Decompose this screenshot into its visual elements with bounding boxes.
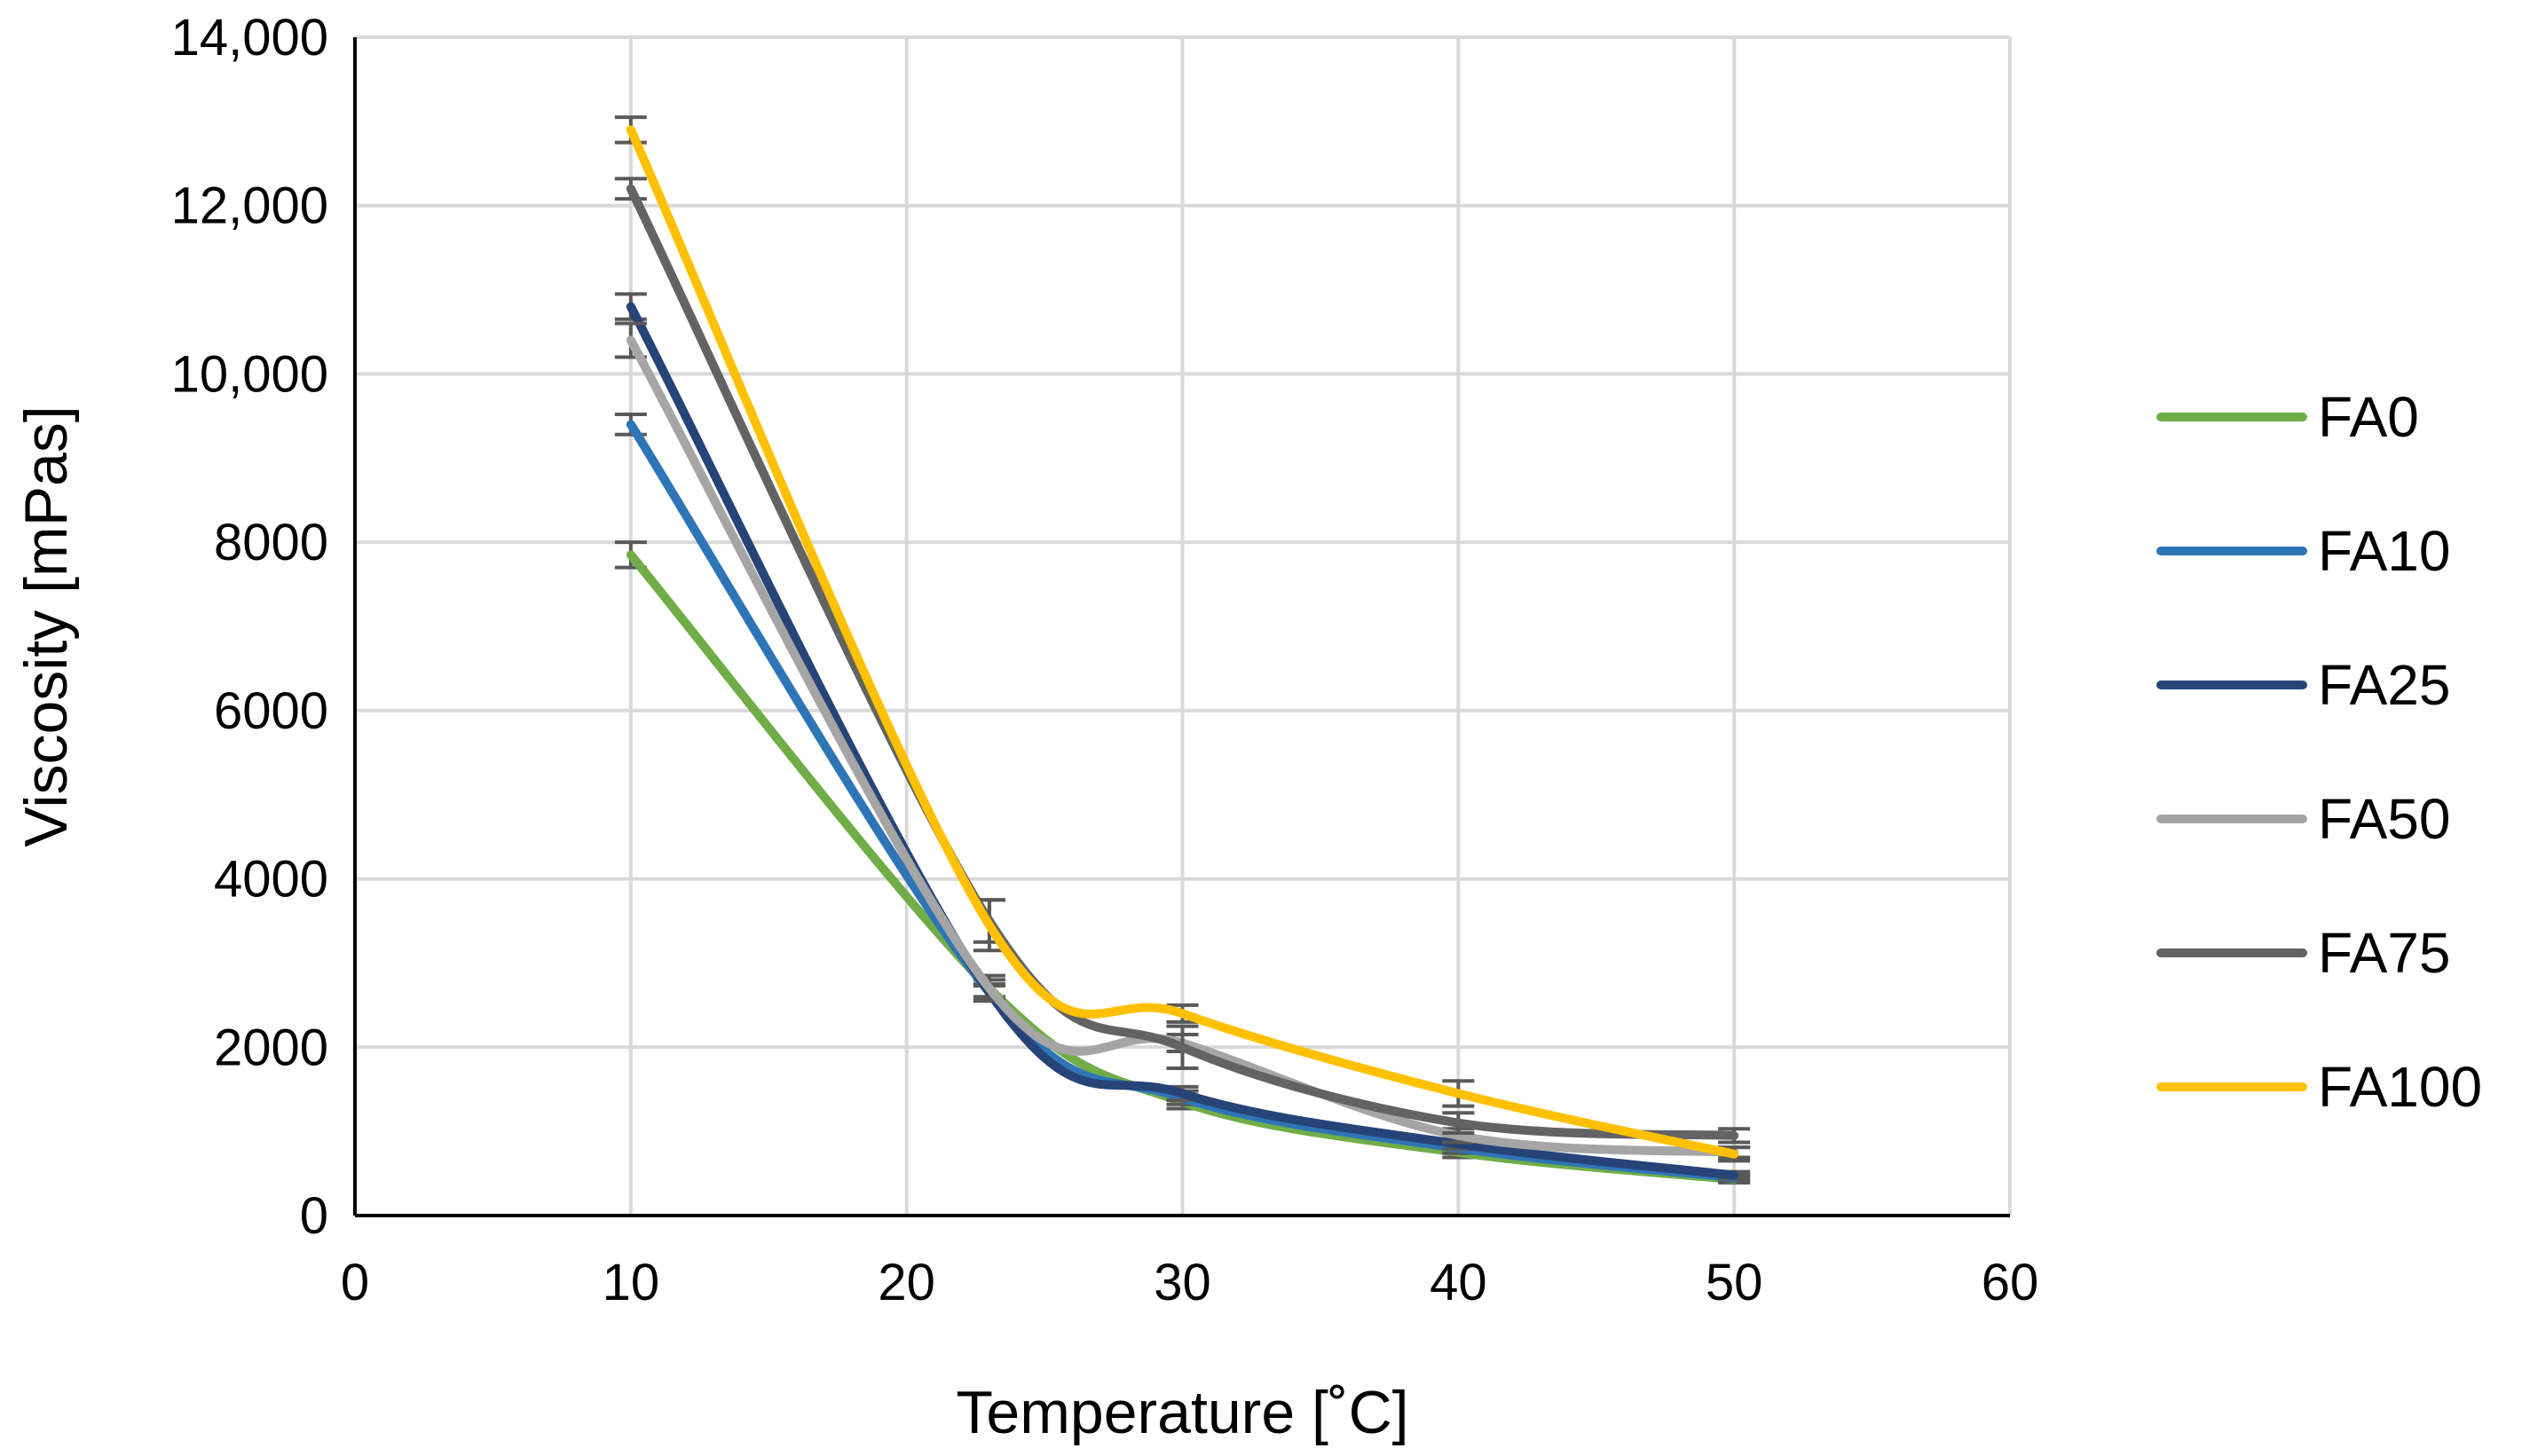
y-tick-label: 2000: [214, 1019, 328, 1076]
x-tick-label: 30: [1154, 1254, 1211, 1311]
x-tick-label: 0: [341, 1254, 369, 1311]
gridlines: [355, 35, 2012, 1216]
legend-label: FA75: [2318, 921, 2450, 985]
y-tick-label: 4000: [214, 851, 328, 909]
legend-item-fa25: FA25: [2156, 653, 2450, 717]
legend-item-fa10: FA10: [2156, 519, 2450, 583]
legend-item-fa75: FA75: [2156, 921, 2450, 985]
y-tick-label: 14,000: [171, 9, 328, 67]
y-tick-label: 12,000: [171, 177, 328, 235]
series-fa100: [614, 115, 1751, 1163]
series-line: [626, 302, 1739, 1180]
series-line: [626, 184, 1739, 1140]
y-axis-title: Viscosity [mPas]: [12, 405, 80, 847]
x-axis-title: Temperature [˚C]: [956, 1379, 1408, 1446]
x-tick-label: 10: [603, 1254, 660, 1311]
axes: [353, 37, 2010, 1217]
series-line: [626, 125, 1739, 1159]
legend-item-fa50: FA50: [2156, 787, 2450, 851]
x-tick-label: 20: [878, 1254, 935, 1311]
legend-label: FA25: [2318, 653, 2450, 717]
y-tick-label: 8000: [214, 514, 328, 571]
legend-label: FA0: [2318, 385, 2419, 449]
series-line: [626, 335, 1739, 1157]
x-tick-label: 50: [1706, 1254, 1763, 1311]
legend-item-fa100: FA100: [2156, 1055, 2482, 1119]
legend-label: FA10: [2318, 519, 2450, 583]
data-series: [614, 115, 1751, 1185]
x-tick-label: 40: [1430, 1254, 1487, 1311]
y-tick-label: 10,000: [171, 345, 328, 403]
legend-label: FA50: [2318, 787, 2450, 851]
x-tick-label: 60: [1982, 1254, 2039, 1311]
y-tick-label: 0: [300, 1187, 328, 1245]
legend-label: FA100: [2318, 1055, 2482, 1119]
tick-labels: 0 2000 4000 6000 8000 10,000 12,000 14,000 0 10 20…: [171, 9, 2039, 1311]
legend-item-fa0: FA0: [2156, 385, 2419, 449]
legend: FA0 FA10 FA25 FA50 FA75 FA100: [2156, 385, 2482, 1119]
y-tick-label: 6000: [214, 682, 328, 740]
